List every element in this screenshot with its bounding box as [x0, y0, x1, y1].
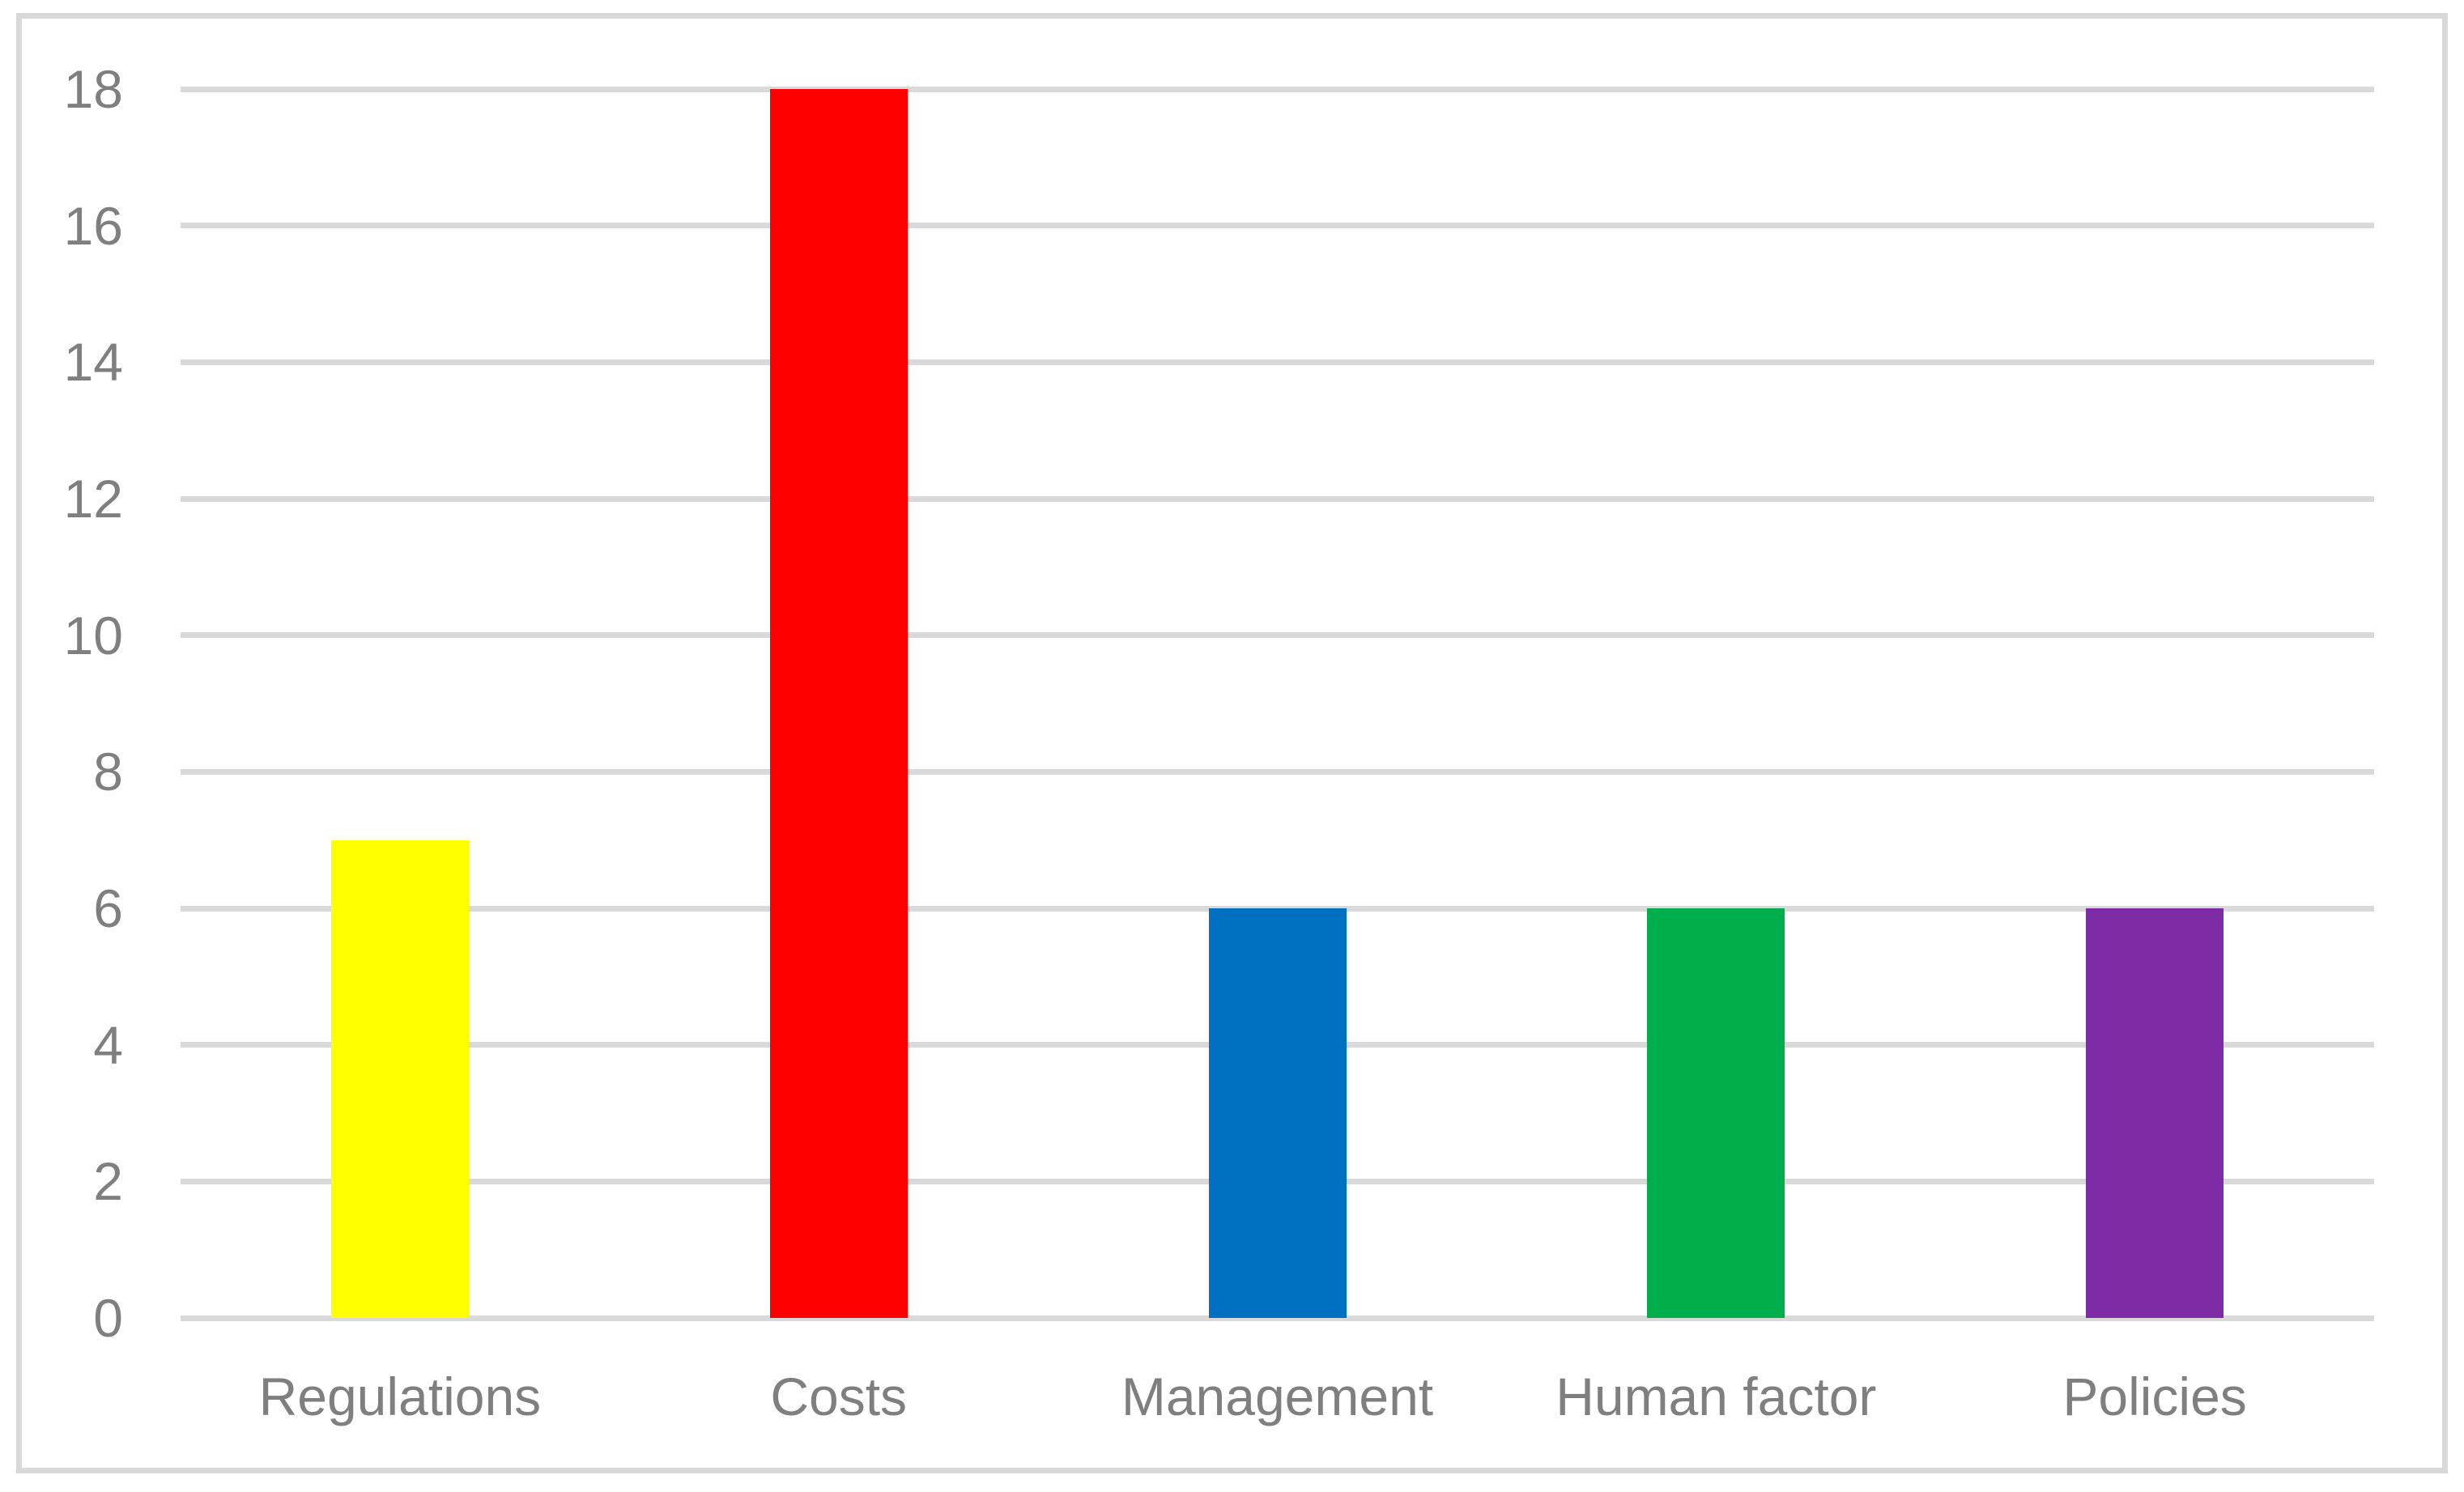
gridline-10 [181, 632, 2374, 639]
gridline-8 [181, 768, 2374, 775]
x-axis-label-human-factor: Human factor [1555, 1367, 1877, 1426]
y-tick-label-14: 14 [63, 332, 123, 393]
bar-costs [769, 89, 908, 1318]
y-tick-label-10: 10 [63, 605, 123, 665]
y-tick-label-4: 4 [93, 1014, 123, 1075]
gridline-18 [181, 86, 2374, 92]
y-tick-label-16: 16 [63, 195, 123, 256]
y-tick-label-6: 6 [93, 878, 123, 938]
y-tick-label-18: 18 [63, 59, 123, 119]
y-tick-label-2: 2 [93, 1151, 123, 1212]
x-axis-label-policies: Policies [2062, 1367, 2247, 1426]
chart-frame: 0 2 4 6 8 10 12 14 16 18 Regulations Costs Manageme… [16, 13, 2448, 1473]
y-tick-label-8: 8 [93, 742, 123, 802]
bar-regulations [330, 840, 469, 1318]
gridline-16 [181, 223, 2374, 229]
bar-human-factor [1647, 908, 1785, 1318]
x-axis-label-management: Management [1121, 1367, 1434, 1426]
gridline-14 [181, 359, 2374, 365]
bar-policies [2086, 908, 2224, 1318]
y-tick-label-12: 12 [63, 469, 123, 529]
x-axis-label-costs: Costs [770, 1367, 908, 1426]
bar-management [1208, 908, 1347, 1318]
gridline-12 [181, 495, 2374, 502]
y-tick-label-0: 0 [93, 1288, 123, 1348]
gridline-0 [181, 1315, 2374, 1321]
x-axis-label-regulations: Regulations [258, 1367, 542, 1426]
